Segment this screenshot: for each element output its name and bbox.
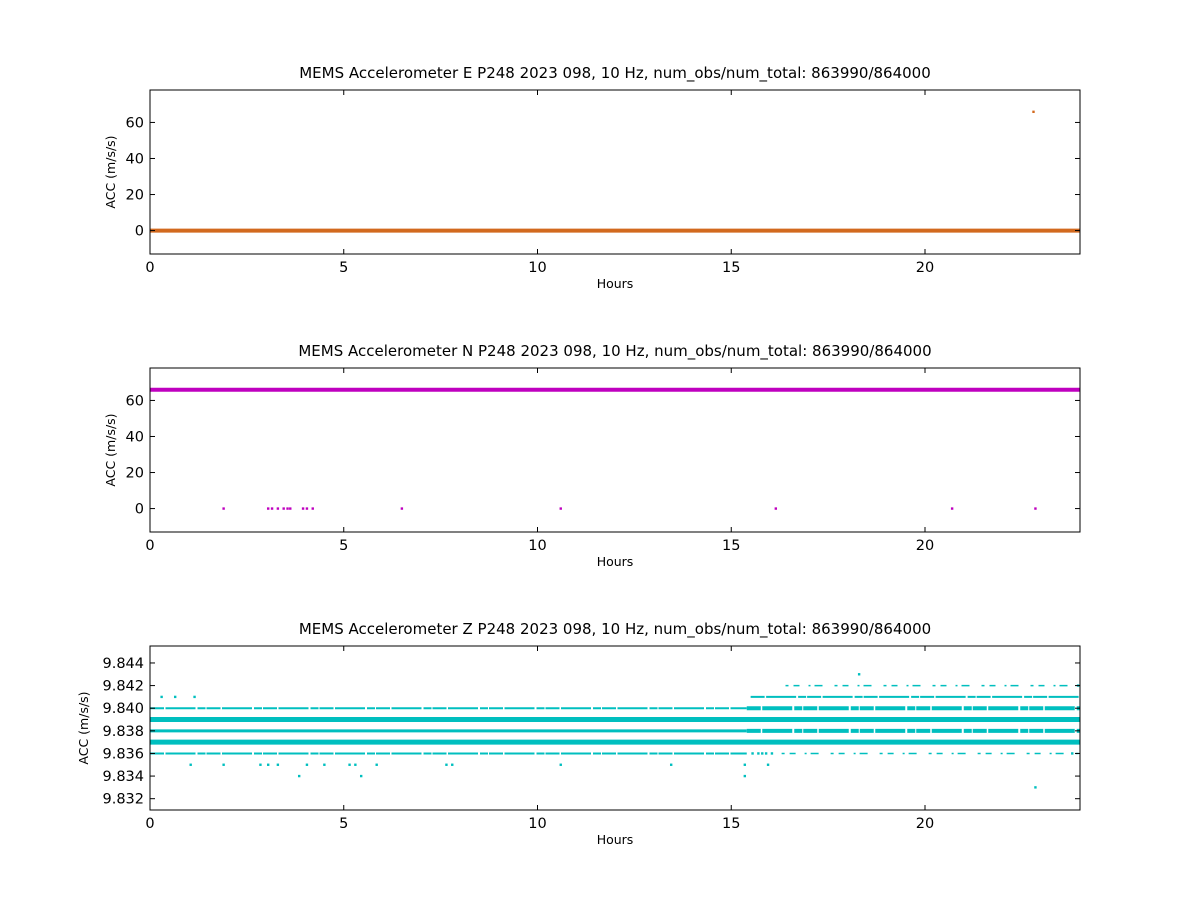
data-point	[270, 507, 274, 510]
y-tick-label: 60	[126, 115, 144, 131]
data-point	[1034, 507, 1037, 510]
data-layer	[150, 110, 1080, 233]
subplot-north: MEMS Accelerometer N P248 2023 098, 10 H…	[103, 342, 1081, 569]
subplot-title: MEMS Accelerometer N P248 2023 098, 10 H…	[298, 342, 931, 361]
x-tick-label: 0	[145, 816, 154, 832]
data-point	[222, 507, 225, 510]
x-tick-label: 20	[916, 816, 934, 832]
y-axis-label: ACC (m/s/s)	[103, 135, 118, 208]
data-point	[266, 507, 270, 510]
x-tick-label: 15	[722, 538, 740, 554]
y-tick-label: 40	[126, 429, 144, 445]
data-point	[559, 507, 562, 510]
data-point	[282, 507, 285, 510]
x-axis-label: Hours	[597, 554, 634, 569]
data-point	[222, 763, 225, 766]
x-tick-label: 10	[528, 538, 546, 554]
x-tick-label: 5	[339, 260, 348, 276]
data-point	[160, 695, 163, 699]
y-tick-label: 9.842	[102, 679, 144, 695]
data-point	[305, 763, 309, 766]
data-point	[1071, 752, 1074, 755]
data-point	[259, 763, 262, 766]
y-tick-label: 9.844	[102, 656, 144, 672]
subplot-vertical: MEMS Accelerometer Z P248 2023 098, 10 H…	[76, 620, 1081, 847]
data-point	[286, 507, 289, 510]
y-tick-label: 9.834	[102, 769, 144, 785]
y-tick-label: 0	[135, 502, 144, 518]
x-tick-label: 15	[722, 816, 740, 832]
y-tick-label: 9.832	[102, 792, 144, 808]
x-tick-label: 20	[916, 260, 934, 276]
data-point	[774, 507, 778, 510]
plot-frame	[149, 645, 1081, 811]
data-point	[276, 763, 280, 766]
x-axis-label: Hours	[597, 832, 634, 847]
data-point	[559, 763, 562, 766]
data-point	[766, 763, 770, 766]
subplot-title: MEMS Accelerometer E P248 2023 098, 10 H…	[299, 64, 931, 83]
data-point	[445, 763, 448, 766]
data-point	[305, 507, 309, 510]
x-tick-label: 15	[722, 260, 740, 276]
x-tick-label: 10	[528, 816, 546, 832]
data-point	[297, 774, 301, 778]
data-layer	[150, 673, 1080, 789]
y-tick-label: 0	[135, 224, 144, 240]
y-tick-label: 20	[126, 466, 144, 482]
data-point	[323, 763, 326, 766]
plot-frame	[149, 89, 1081, 255]
data-point	[761, 752, 764, 755]
data-point	[173, 695, 177, 699]
y-axis-label: ACC (m/s/s)	[103, 413, 118, 486]
x-tick-label: 0	[145, 260, 154, 276]
subplot-east: MEMS Accelerometer E P248 2023 098, 10 H…	[103, 64, 1081, 291]
y-tick-label: 9.840	[102, 701, 144, 717]
data-point	[266, 763, 270, 766]
data-point	[375, 763, 378, 766]
data-point	[193, 695, 196, 699]
data-point	[764, 752, 768, 755]
data-point	[770, 752, 774, 755]
plot-frame	[149, 367, 1081, 533]
data-point	[276, 507, 280, 510]
data-point	[354, 763, 357, 766]
x-tick-label: 10	[528, 260, 546, 276]
data-point	[757, 752, 760, 755]
data-point	[1034, 786, 1037, 789]
x-tick-label: 20	[916, 538, 934, 554]
y-tick-label: 20	[126, 188, 144, 204]
data-point	[950, 507, 954, 510]
data-point	[189, 763, 192, 766]
subplot-title: MEMS Accelerometer Z P248 2023 098, 10 H…	[299, 620, 931, 639]
data-point	[751, 752, 754, 755]
x-axis-label: Hours	[597, 276, 634, 291]
data-point	[743, 774, 747, 778]
data-layer	[150, 387, 1080, 510]
data-point	[359, 774, 363, 778]
data-point	[301, 507, 305, 510]
y-tick-label: 9.836	[102, 746, 144, 762]
x-tick-label: 5	[339, 816, 348, 832]
data-point	[400, 507, 404, 510]
data-point	[311, 507, 314, 510]
x-tick-label: 5	[339, 538, 348, 554]
x-tick-label: 0	[145, 538, 154, 554]
y-tick-label: 60	[126, 393, 144, 409]
y-tick-label: 9.838	[102, 724, 144, 740]
y-tick-label: 40	[126, 151, 144, 167]
data-point	[857, 673, 861, 676]
data-point	[348, 763, 351, 766]
data-point	[289, 507, 292, 510]
data-point	[451, 763, 454, 766]
data-point	[1032, 110, 1035, 114]
data-point	[743, 763, 747, 766]
data-point	[669, 763, 673, 766]
y-axis-label: ACC (m/s/s)	[76, 691, 91, 764]
